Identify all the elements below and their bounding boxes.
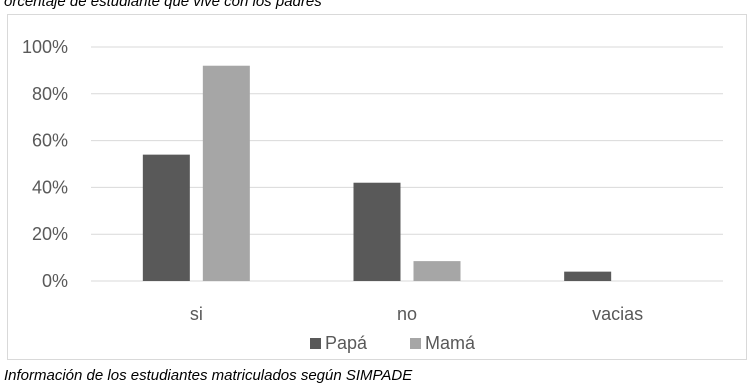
legend: Papá Mamá: [310, 333, 476, 353]
y-tick-label: 40%: [32, 177, 68, 197]
x-tick-label: vacias: [592, 304, 643, 324]
bar-no-1: [413, 261, 461, 281]
chart-frame: 0% 20% 40% 60% 80% 100% si no vacias Papá Mamá: [7, 14, 747, 360]
y-axis-ticks: 0% 20% 40% 60% 80% 100%: [22, 37, 68, 291]
y-tick-label: 0%: [42, 271, 68, 291]
y-tick-label: 100%: [22, 37, 68, 57]
y-tick-label: 80%: [32, 84, 68, 104]
bar-si-0: [142, 154, 190, 281]
x-tick-label: si: [190, 304, 203, 324]
legend-swatch: [310, 338, 321, 349]
caption-top: orcentaje de estudiante que vive con los…: [4, 0, 322, 10]
legend-label: Mamá: [425, 333, 476, 353]
x-axis-ticks: si no vacias: [190, 304, 643, 324]
caption-bottom: Información de los estudiantes matricula…: [4, 367, 413, 384]
bar-si-1: [202, 65, 250, 281]
bar-vacias-0: [564, 271, 612, 281]
y-tick-label: 20%: [32, 224, 68, 244]
legend-label: Papá: [325, 333, 368, 353]
gridlines: [91, 46, 723, 282]
y-tick-label: 60%: [32, 131, 68, 151]
bars: [142, 65, 612, 281]
legend-swatch: [410, 338, 421, 349]
bar-chart: 0% 20% 40% 60% 80% 100% si no vacias Papá Mamá: [22, 37, 723, 353]
x-tick-label: no: [397, 304, 417, 324]
bar-no-0: [353, 182, 401, 281]
